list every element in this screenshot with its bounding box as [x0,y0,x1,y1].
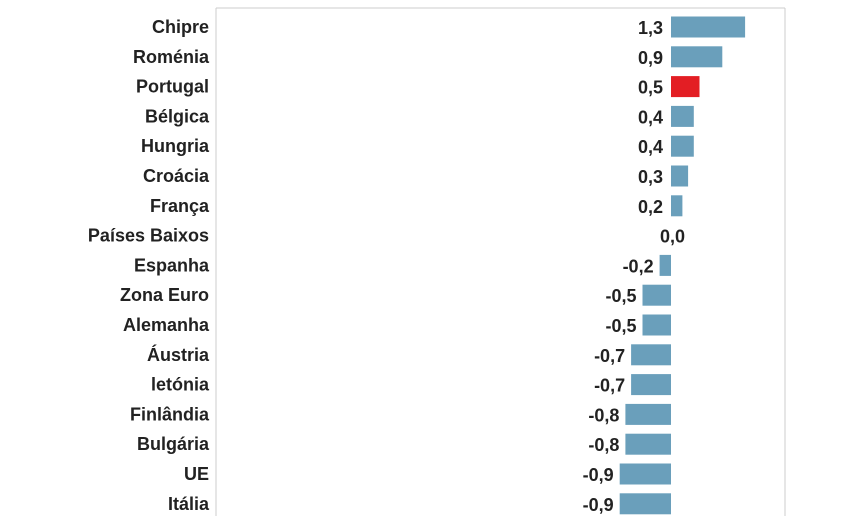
bar [671,165,689,187]
value-label: 0,4 [638,107,663,127]
value-label: 0,5 [638,78,663,98]
category-label: Alemanha [123,315,210,335]
category-label: letónia [151,375,210,395]
category-label: Roménia [133,47,210,67]
category-label: Itália [168,494,210,514]
value-label: -0,8 [588,435,619,455]
category-label: UE [184,464,209,484]
bar [659,254,671,276]
bar [671,135,694,157]
value-label: -0,5 [605,286,636,306]
category-label: Bulgária [137,434,210,454]
category-label: Bélgica [145,106,210,126]
bar [671,76,700,98]
bar [619,493,671,515]
category-label: Croácia [143,166,210,186]
category-label: Hungria [141,136,210,156]
bar [631,374,671,396]
value-label: 0,9 [638,48,663,68]
value-label: -0,9 [583,495,614,515]
bar [671,16,746,38]
value-label: 0,4 [638,137,663,157]
value-label: -0,7 [594,346,625,366]
value-label: -0,2 [623,256,654,276]
category-label: Espanha [134,255,210,275]
bar [642,314,671,336]
bars-group: Chipre 1,3 Roménia 0,9 Portugal 0,5 Bélgica 0,4… [88,16,746,515]
category-label: Finlândia [130,404,210,424]
bar [619,463,671,485]
value-label: 1,3 [638,18,663,38]
bar [671,46,723,68]
category-label: França [150,196,210,216]
value-label: -0,5 [605,316,636,336]
bar [671,195,683,217]
category-label: Áustria [147,344,210,365]
value-label: -0,9 [583,465,614,485]
bar [671,105,694,127]
bar [625,433,671,455]
bar [631,344,671,366]
bar [642,284,671,306]
value-label: -0,7 [594,376,625,396]
category-label: Países Baixos [88,226,209,246]
value-label: 0,0 [660,227,685,247]
category-label: Portugal [136,77,209,97]
category-label: Chipre [152,17,209,37]
category-label: Zona Euro [120,285,209,305]
bar [625,403,671,425]
value-label: 0,2 [638,197,663,217]
value-label: 0,3 [638,167,663,187]
value-label: -0,8 [588,405,619,425]
